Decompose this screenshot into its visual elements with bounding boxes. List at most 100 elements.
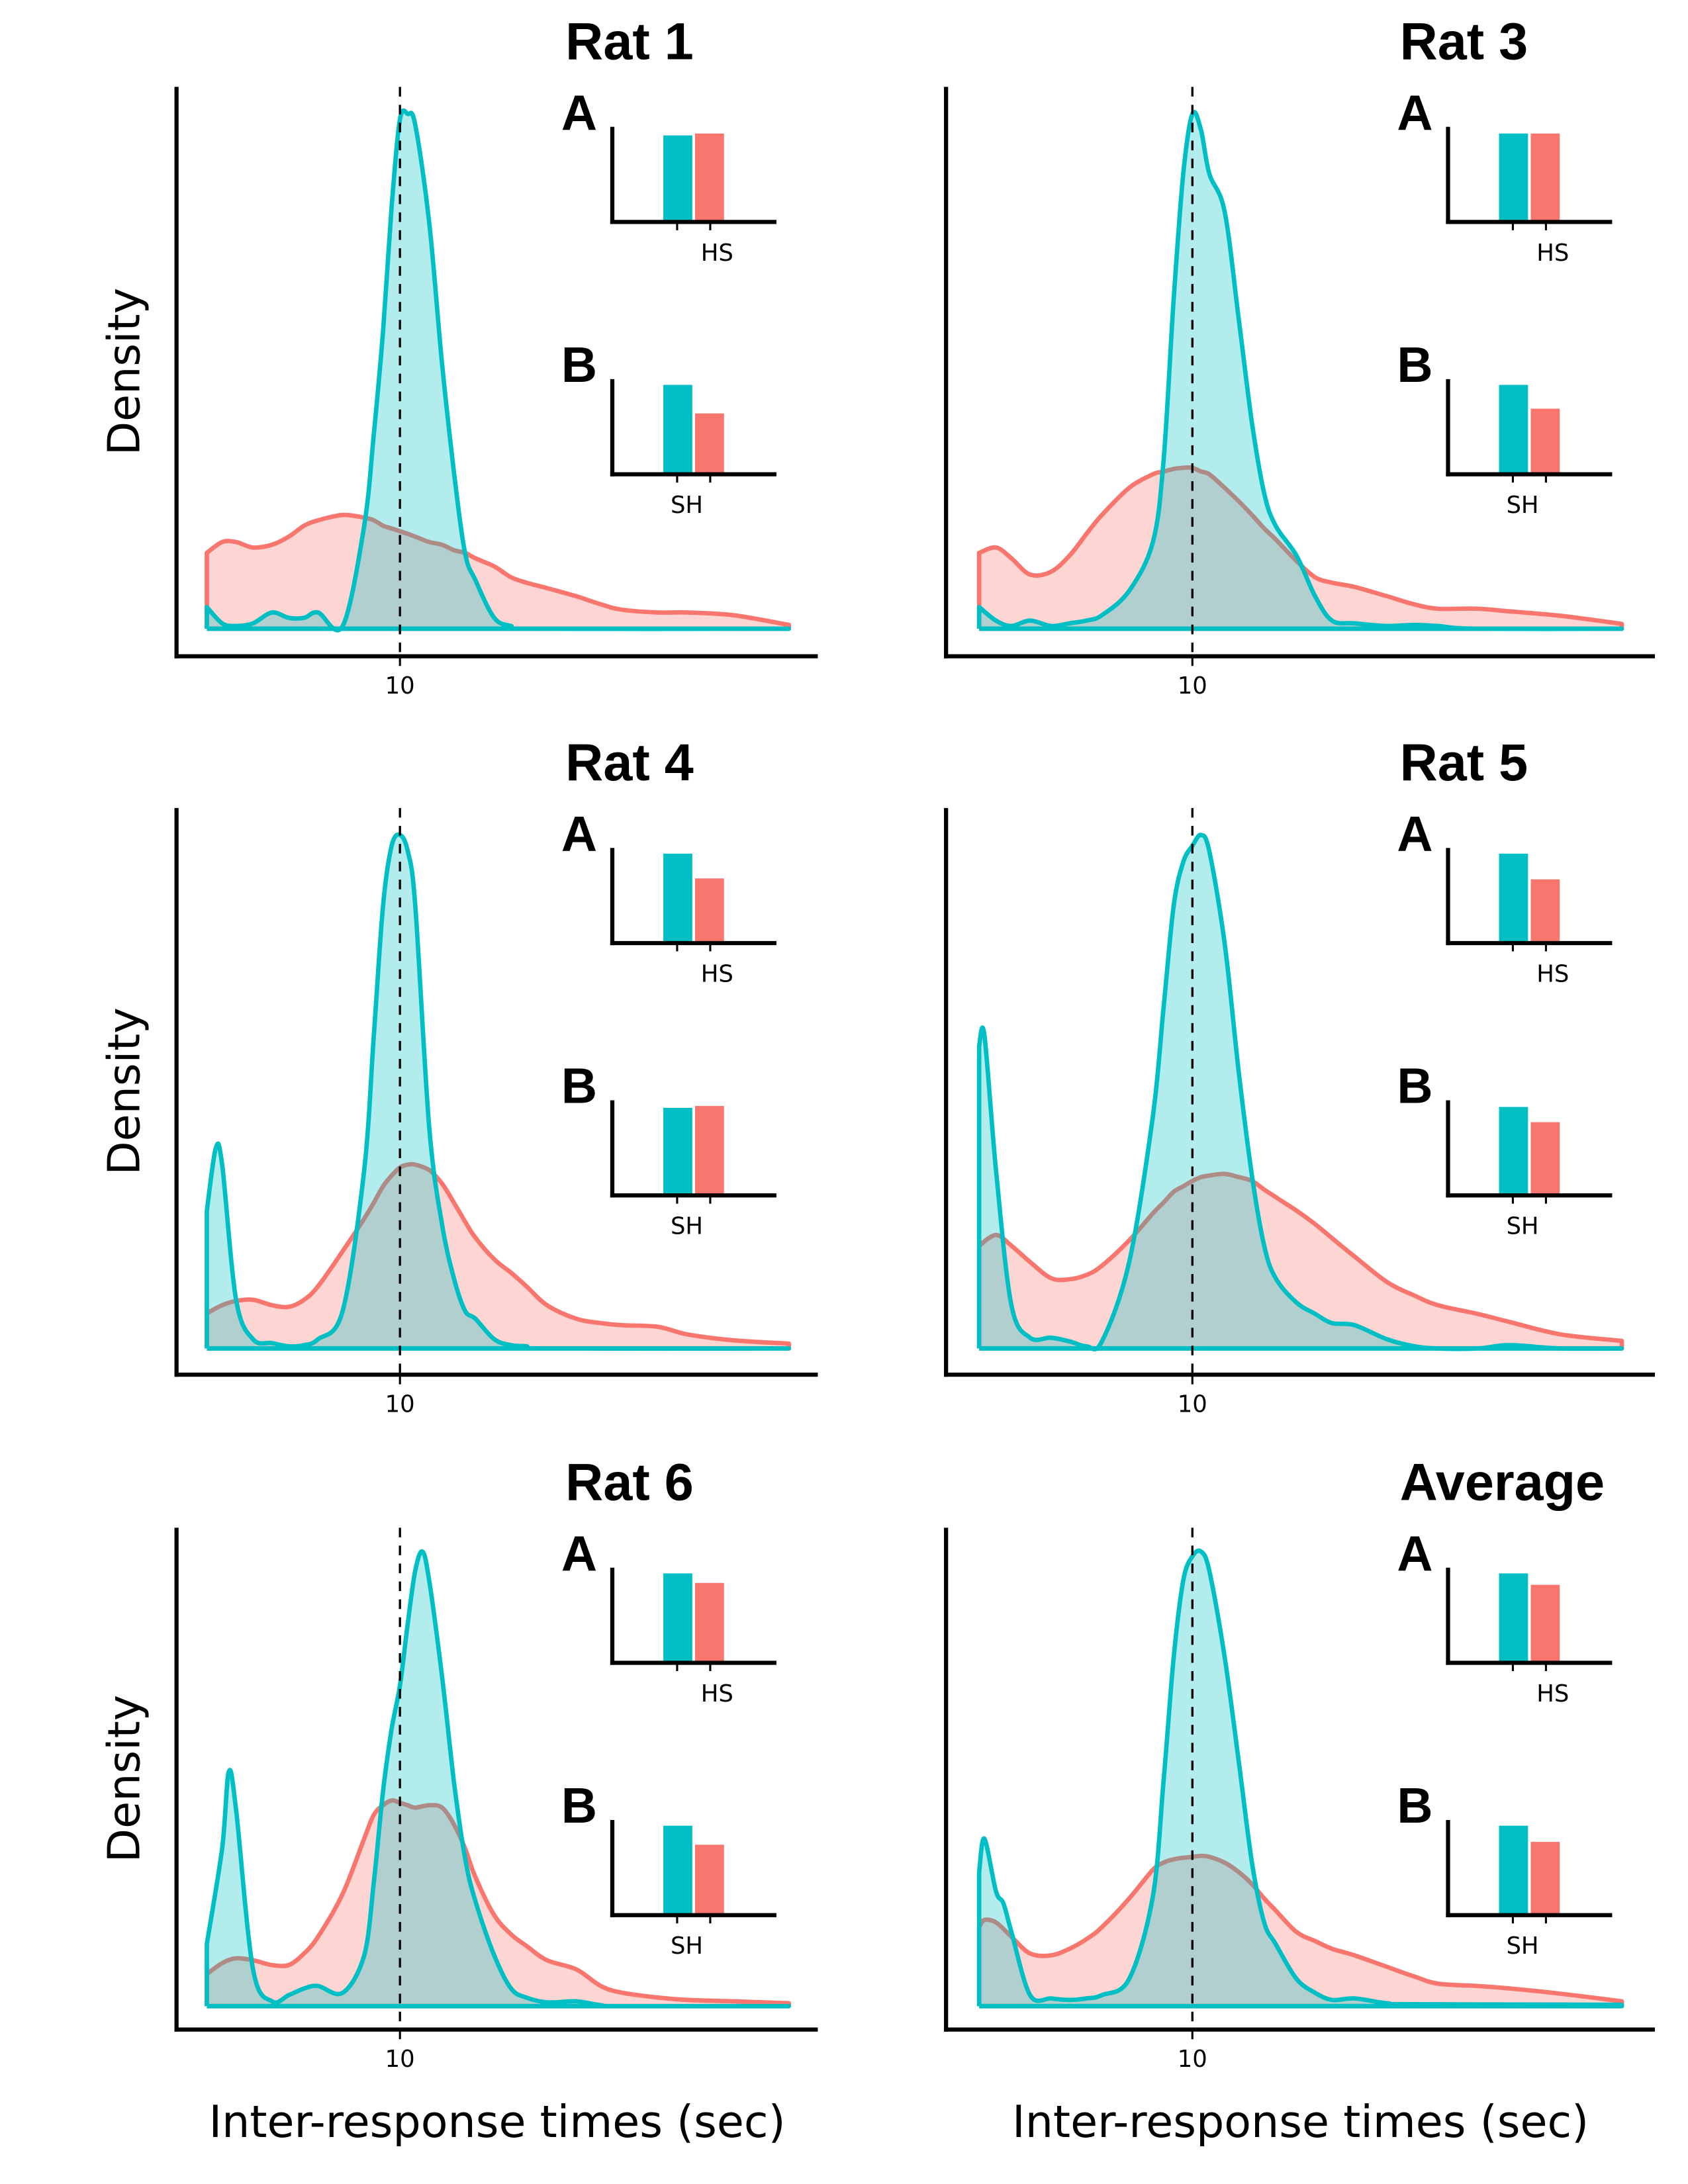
density-line-0 — [205, 512, 792, 631]
inset-tick-label: HS — [701, 1680, 733, 1707]
inset-tick-label: SH — [1506, 492, 1538, 519]
y-axis-label: Density — [98, 288, 150, 455]
x-tick-label: 10 — [1178, 2046, 1207, 2073]
panel-rat-4: 10 Rat 4 Density A HS B SH — [98, 733, 818, 1418]
density-line-0 — [976, 1171, 1624, 1351]
density-area-0 — [979, 1173, 1622, 1349]
y-axis-label: Density — [98, 1695, 150, 1862]
panel-title: Rat 1 — [565, 12, 694, 71]
inset-bar-teal — [1499, 385, 1528, 475]
panel-title: Rat 6 — [565, 1453, 694, 1512]
inset-b: B SH — [561, 1058, 776, 1240]
inset-a: A HS — [561, 85, 776, 267]
panel-rat-3: 10 Rat 3 A HS B SH — [944, 12, 1655, 700]
inset-tick-label: HS — [701, 960, 733, 987]
inset-bar-red — [695, 133, 724, 222]
density-line-1 — [205, 108, 791, 633]
inset-b: B SH — [1397, 1778, 1613, 1960]
density-area-0 — [979, 1856, 1622, 2007]
inset-bar-teal — [663, 1108, 692, 1196]
inset-bar-teal — [1499, 1107, 1528, 1196]
inset-a: A HS — [1397, 85, 1613, 267]
inset-tick-label: SH — [671, 1213, 703, 1240]
inset-tick-label: HS — [1536, 1680, 1569, 1707]
inset-letter: A — [561, 805, 597, 861]
panel-average: 10 Average Inter-response times (sec) A HS B S… — [944, 1453, 1655, 2148]
inset-letter: B — [1397, 1058, 1432, 1114]
inset-bar-red — [695, 1582, 724, 1663]
inset-b: B SH — [561, 337, 776, 519]
inset-letter: B — [561, 1778, 597, 1833]
inset-letter: A — [1397, 1525, 1432, 1581]
x-axis-label: Inter-response times (sec) — [209, 2096, 785, 2148]
density-line-0 — [976, 1853, 1624, 2009]
inset-bar-teal — [663, 1825, 692, 1915]
density-line-1 — [205, 1549, 791, 2009]
inset-bar-red — [1530, 1122, 1560, 1196]
density-area-0 — [207, 1164, 789, 1349]
inset-bar-red — [695, 413, 724, 475]
inset-tick-label: HS — [1536, 960, 1569, 987]
inset-letter: A — [561, 1525, 597, 1581]
density-line-0 — [976, 465, 1624, 631]
x-tick-label: 10 — [385, 672, 415, 700]
x-tick-label: 10 — [385, 1390, 415, 1418]
inset-a: A HS — [561, 805, 776, 987]
panel-title: Rat 3 — [1400, 12, 1528, 71]
inset-a: A HS — [1397, 1525, 1613, 1707]
inset-letter: B — [1397, 337, 1432, 392]
density-area-0 — [979, 467, 1622, 629]
inset-tick-label: SH — [671, 492, 703, 519]
inset-bar-teal — [1499, 1573, 1528, 1663]
inset-bar-teal — [663, 1573, 692, 1663]
panel-title: Rat 4 — [565, 733, 694, 792]
inset-a: A HS — [1397, 805, 1613, 987]
x-tick-label: 10 — [385, 2046, 415, 2073]
density-line-1 — [976, 109, 1624, 631]
inset-bar-teal — [663, 853, 692, 943]
inset-b: B SH — [1397, 337, 1613, 519]
density-area-1 — [979, 835, 1622, 1349]
inset-bar-red — [1530, 408, 1560, 475]
inset-bar-red — [695, 1106, 724, 1196]
inset-tick-label: SH — [1506, 1213, 1538, 1240]
density-line-0 — [205, 1798, 792, 2009]
density-line-1 — [976, 1548, 1624, 2009]
inset-bar-teal — [1499, 853, 1528, 943]
panel-rat-5: 10 Rat 5 A HS B SH — [944, 733, 1655, 1418]
inset-b: B SH — [1397, 1058, 1613, 1240]
inset-bar-red — [695, 1844, 724, 1915]
inset-bar-red — [1530, 1584, 1560, 1663]
inset-bar-teal — [1499, 133, 1528, 222]
density-area-0 — [207, 1800, 789, 2007]
inset-letter: A — [1397, 85, 1432, 140]
panel-rat-6: 10 Rat 6 Density Inter-response times (sec)… — [98, 1453, 818, 2148]
inset-a: A HS — [561, 1525, 776, 1707]
inset-tick-label: HS — [1536, 240, 1569, 267]
x-tick-label: 10 — [1178, 672, 1207, 700]
inset-bar-red — [1530, 133, 1560, 222]
inset-bar-teal — [1499, 1825, 1528, 1915]
density-line-1 — [976, 833, 1624, 1351]
inset-letter: A — [561, 85, 597, 140]
inset-letter: B — [561, 1058, 597, 1114]
inset-letter: B — [1397, 1778, 1432, 1833]
inset-letter: B — [561, 337, 597, 392]
density-line-1 — [205, 832, 791, 1351]
inset-tick-label: SH — [1506, 1933, 1538, 1960]
x-axis-label: Inter-response times (sec) — [1012, 2096, 1589, 2148]
y-axis-label: Density — [98, 1007, 150, 1175]
inset-b: B SH — [561, 1778, 776, 1960]
inset-bar-teal — [663, 385, 692, 475]
inset-letter: A — [1397, 805, 1432, 861]
inset-bar-red — [1530, 879, 1560, 943]
inset-bar-teal — [663, 135, 692, 222]
panel-title: Rat 5 — [1400, 733, 1528, 792]
panel-title: Average — [1400, 1453, 1605, 1512]
inset-bar-red — [1530, 1842, 1560, 1915]
inset-bar-red — [695, 878, 724, 943]
inset-tick-label: HS — [701, 240, 733, 267]
x-tick-label: 10 — [1178, 1390, 1207, 1418]
panel-rat-1: 10 Rat 1 Density A HS B SH — [98, 12, 818, 700]
